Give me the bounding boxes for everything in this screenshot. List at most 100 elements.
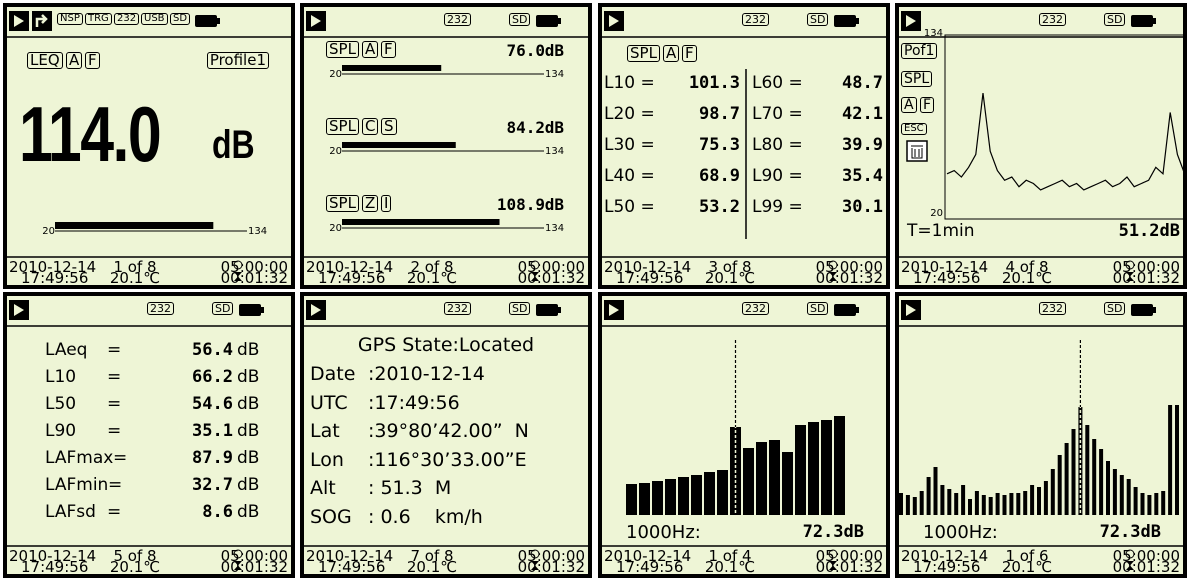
footer-timer: 00:01:32 <box>816 560 883 574</box>
spectrum-bar <box>906 495 910 515</box>
stat-unit: dB <box>237 423 259 440</box>
status-icon: 232 <box>742 302 769 315</box>
gps-value: : 51.3 M <box>368 479 451 498</box>
footer-timer: 00:01:32 <box>1113 271 1180 285</box>
spectrum-bar <box>920 491 924 515</box>
level-unit: dB <box>545 197 564 213</box>
spectrum-bar <box>934 467 938 515</box>
level-value: 72.3dB <box>1100 524 1161 541</box>
spectrum-bar <box>1154 493 1158 515</box>
spectrum-bar <box>1175 405 1179 515</box>
gps-key: Date <box>310 365 355 384</box>
spectrum-bar <box>1134 487 1138 515</box>
spectrum-bar <box>1127 479 1131 515</box>
battery-icon <box>834 304 856 316</box>
stat-value: 66.2 <box>192 369 233 386</box>
spectrum-bar <box>782 452 793 515</box>
spectrum-bar <box>626 484 637 515</box>
spectrum-bar <box>834 416 845 515</box>
spectrum-bar <box>769 440 780 515</box>
stat-value: 35.4 <box>842 168 883 185</box>
battery-icon <box>856 307 859 313</box>
mode-tag: SPL <box>326 41 359 58</box>
spectrum-bar <box>1003 495 1007 515</box>
level-value: 108.9 <box>497 197 545 213</box>
spectrum-bar <box>1141 493 1145 515</box>
spectrum-bar <box>1113 469 1117 515</box>
mode-tag: C <box>362 118 378 135</box>
stat-value: 75.3 <box>699 137 740 154</box>
spectrum-bar <box>691 475 702 515</box>
mode-tag: LEQ <box>27 52 63 69</box>
stat-name: L90 = <box>752 168 803 185</box>
spectrum-bar <box>996 493 1000 515</box>
spectrum-bar <box>927 477 931 515</box>
battery-icon <box>1131 15 1153 27</box>
side-tag: A <box>901 97 917 113</box>
gps-value: :2010-12-14 <box>368 365 485 384</box>
status-icon: SD <box>807 13 828 26</box>
gps-value: :17:49:56 <box>368 394 460 413</box>
battery-icon <box>856 18 859 24</box>
screen-panel: NSPTRG232USBSD2010-12-1417:49:561 of 820… <box>3 3 295 289</box>
spectrum-bar <box>1023 491 1027 515</box>
spectrum-bar <box>665 479 676 515</box>
gps-key: Alt <box>310 479 336 498</box>
level-bar <box>342 142 456 148</box>
stat-name: L50 <box>45 396 76 413</box>
mode-tag: SPL <box>326 195 359 212</box>
battery-icon <box>536 304 558 316</box>
footer-time: 17:49:56 <box>318 271 385 285</box>
footer-temp: 20.1℃ <box>110 271 160 285</box>
spectrum-bar <box>940 485 944 515</box>
level-value: 72.3dB <box>803 524 864 541</box>
level-unit: dB <box>212 125 255 165</box>
gps-value: : 0.6 km/h <box>368 508 483 527</box>
equals: = <box>107 504 121 521</box>
spectrum-bar <box>1106 461 1110 515</box>
scale-min: 20 <box>329 70 342 80</box>
stat-name: L90 <box>45 423 76 440</box>
spectrum-bar <box>1072 429 1076 515</box>
spectrum-bar <box>639 483 650 515</box>
spectrum-bar <box>1168 405 1172 515</box>
stat-unit: dB <box>237 342 259 359</box>
spectrum-bar <box>954 493 958 515</box>
screen-panel: 232SD2010-12-1417:49:564 of 820.1℃05:00:… <box>895 3 1187 289</box>
spectrum-bar <box>704 472 715 515</box>
mode-tag: SPL <box>326 118 359 135</box>
battery-icon <box>1131 304 1153 316</box>
footer-time: 17:49:56 <box>616 271 683 285</box>
stat-value: 30.1 <box>842 199 883 216</box>
footer-temp: 20.1℃ <box>705 560 755 574</box>
footer-temp: 20.1℃ <box>705 271 755 285</box>
screen-panel: 232SD2010-12-1417:49:562 of 820.1℃05:00:… <box>300 3 592 289</box>
gps-key: Lon <box>310 451 344 470</box>
footer-time: 17:49:56 <box>21 560 88 574</box>
equals: = <box>107 342 121 359</box>
spectrum-bar <box>808 422 819 515</box>
scale-max: 134 <box>545 147 564 157</box>
footer-timer: 00:01:32 <box>221 271 288 285</box>
footer-timer: 00:01:32 <box>816 271 883 285</box>
status-icon: 232 <box>147 302 174 315</box>
spectrum-bar <box>899 493 903 515</box>
stat-value: 42.1 <box>842 106 883 123</box>
status-icon: 232 <box>444 302 471 315</box>
spectrum-bar <box>1009 493 1013 515</box>
frequency: 1000Hz: <box>626 524 701 542</box>
equals: = <box>113 450 127 467</box>
mode-tag: S <box>381 118 397 135</box>
stat-name: L70 = <box>752 106 803 123</box>
spectrum-bar <box>975 491 979 515</box>
spectrum-bar <box>989 497 993 515</box>
stat-value: 35.1 <box>192 423 233 440</box>
side-tag: SPL <box>901 71 932 87</box>
mode-tag: A <box>362 41 378 58</box>
battery-icon <box>1153 307 1156 313</box>
stat-name: L60 = <box>752 75 803 92</box>
